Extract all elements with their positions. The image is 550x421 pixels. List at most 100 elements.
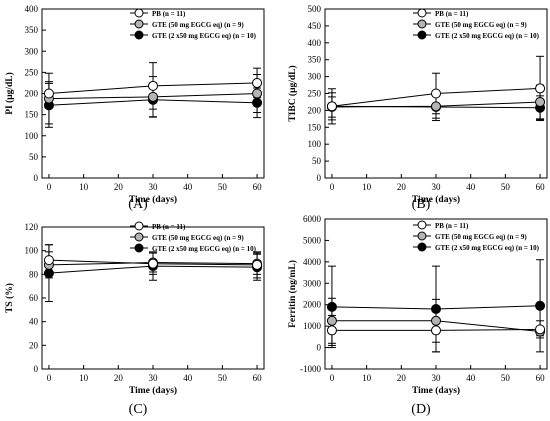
panel-letter-a: (A): [128, 197, 148, 212]
x-axis-label: Time (days): [129, 385, 177, 396]
data-point: [148, 80, 158, 91]
data-point: [148, 258, 158, 269]
legend-marker: [134, 8, 144, 18]
x-tick-label: 0: [330, 182, 335, 192]
data-point: [535, 96, 546, 107]
x-tick-label: 40: [466, 373, 476, 383]
panel-d: (D) 0 10 20 30 40 50 60 -1000 0 1000 2000 3000 4000 5…: [287, 214, 548, 417]
x-tick-label: 40: [183, 373, 193, 383]
legend-label: PB (n = 11): [435, 222, 469, 230]
panel-letter-b: (B): [412, 197, 431, 212]
y-tick-label: 250: [25, 67, 39, 77]
x-tick-label: 20: [397, 373, 407, 383]
legend-label: GTE (50 mg EGCG eq) (n = 9): [152, 21, 244, 29]
legend-label: GTE (2 x50 mg EGCG eq) (n = 10): [152, 32, 257, 40]
data-point: [252, 77, 263, 88]
x-axis-label: Time (days): [412, 194, 460, 205]
data-point: [535, 300, 546, 311]
y-tick-label: 5000: [303, 235, 322, 245]
legend-marker: [134, 19, 144, 29]
data-point: [252, 88, 263, 99]
x-tick-label: 20: [114, 373, 124, 383]
legend-marker: [134, 30, 144, 40]
y-tick-label: 450: [308, 21, 322, 31]
data-point: [431, 315, 441, 326]
legend-marker: [417, 8, 427, 18]
legend-marker: [417, 220, 427, 230]
x-tick-label: 30: [432, 182, 442, 192]
data-point: [326, 315, 337, 326]
data-point: [326, 301, 337, 312]
x-tick-label: 0: [330, 373, 335, 383]
y-axis-label: TS (%): [4, 283, 15, 313]
legend-label: GTE (50 mg EGCG eq) (n = 9): [152, 234, 244, 242]
legend-marker: [417, 231, 427, 241]
legend-marker: [134, 221, 144, 231]
y-tick-label: 500: [308, 4, 322, 14]
data-point: [252, 97, 263, 108]
y-axis-label: TIBC (μg/dL): [287, 65, 298, 121]
x-tick-label: 50: [501, 182, 511, 192]
y-tick-label: 2000: [303, 300, 322, 310]
data-point: [431, 88, 441, 99]
y-tick-label: 80: [29, 269, 39, 279]
legend-label: PB (n = 11): [435, 10, 469, 18]
y-tick-label: 0: [34, 364, 39, 374]
x-tick-label: 20: [397, 182, 407, 192]
data-point: [431, 304, 441, 314]
x-tick-label: 60: [536, 182, 546, 192]
data-point: [431, 101, 441, 112]
x-tick-label: 10: [79, 182, 89, 192]
panel-c: (C) 0 10 20 30 40 50 60 0 20 40 60 80 100 120 Time (da…: [4, 221, 265, 417]
panel-a: (A) 0 10 20 30 40 50 60 0 50 100 150 200 250 300 350 40…: [4, 4, 265, 212]
y-tick-label: 300: [25, 46, 39, 56]
x-tick-label: 20: [114, 182, 124, 192]
y-tick-label: 6000: [303, 214, 322, 224]
y-tick-label: 50: [312, 156, 322, 166]
data-point: [326, 101, 337, 112]
x-tick-label: 10: [362, 373, 372, 383]
x-tick-label: 60: [253, 182, 263, 192]
x-tick-label: 10: [362, 182, 372, 192]
legend-marker: [417, 19, 427, 29]
y-axis-label: Ferritin (ng/mL): [287, 260, 298, 328]
y-tick-label: 4000: [303, 257, 322, 267]
y-tick-label: 150: [25, 110, 39, 120]
y-tick-label: 20: [29, 340, 39, 350]
x-tick-label: 40: [183, 182, 193, 192]
y-tick-label: -1000: [300, 364, 321, 374]
y-tick-label: 60: [29, 293, 39, 303]
legend-label: GTE (2 x50 mg EGCG eq) (n = 10): [152, 245, 257, 253]
x-axis-label: Time (days): [412, 385, 460, 396]
y-tick-label: 200: [25, 89, 39, 99]
data-point: [43, 255, 54, 266]
legend-label: PB (n = 11): [152, 223, 186, 231]
x-tick-label: 50: [218, 373, 228, 383]
y-tick-label: 3000: [303, 278, 322, 288]
x-tick-label: 0: [47, 373, 52, 383]
legend-label: GTE (50 mg EGCG eq) (n = 9): [435, 233, 527, 241]
legend-marker: [417, 30, 427, 40]
y-tick-label: 250: [308, 89, 322, 99]
y-tick-label: 100: [308, 139, 322, 149]
panel-b: (B) 0 10 20 30 40 50 60 0 50 100 150 200 250 300 350 40…: [287, 4, 548, 212]
y-tick-label: 50: [29, 152, 39, 162]
x-tick-label: 30: [432, 373, 442, 383]
y-tick-label: 400: [25, 4, 39, 14]
y-tick-label: 0: [317, 173, 322, 183]
x-tick-label: 10: [79, 373, 89, 383]
y-tick-label: 350: [25, 25, 39, 35]
y-tick-label: 40: [29, 317, 39, 327]
data-point: [43, 88, 54, 99]
y-tick-label: 150: [308, 122, 322, 132]
data-point: [535, 83, 546, 94]
x-tick-label: 30: [149, 182, 159, 192]
y-axis-label: PI (μg/dL): [4, 72, 15, 115]
y-tick-label: 0: [317, 343, 322, 353]
y-tick-label: 100: [25, 246, 39, 256]
y-tick-label: 300: [308, 72, 322, 82]
x-tick-label: 0: [47, 182, 52, 192]
x-tick-label: 50: [218, 182, 228, 192]
panel-letter-c: (C): [129, 402, 148, 417]
legend-marker: [134, 232, 144, 242]
